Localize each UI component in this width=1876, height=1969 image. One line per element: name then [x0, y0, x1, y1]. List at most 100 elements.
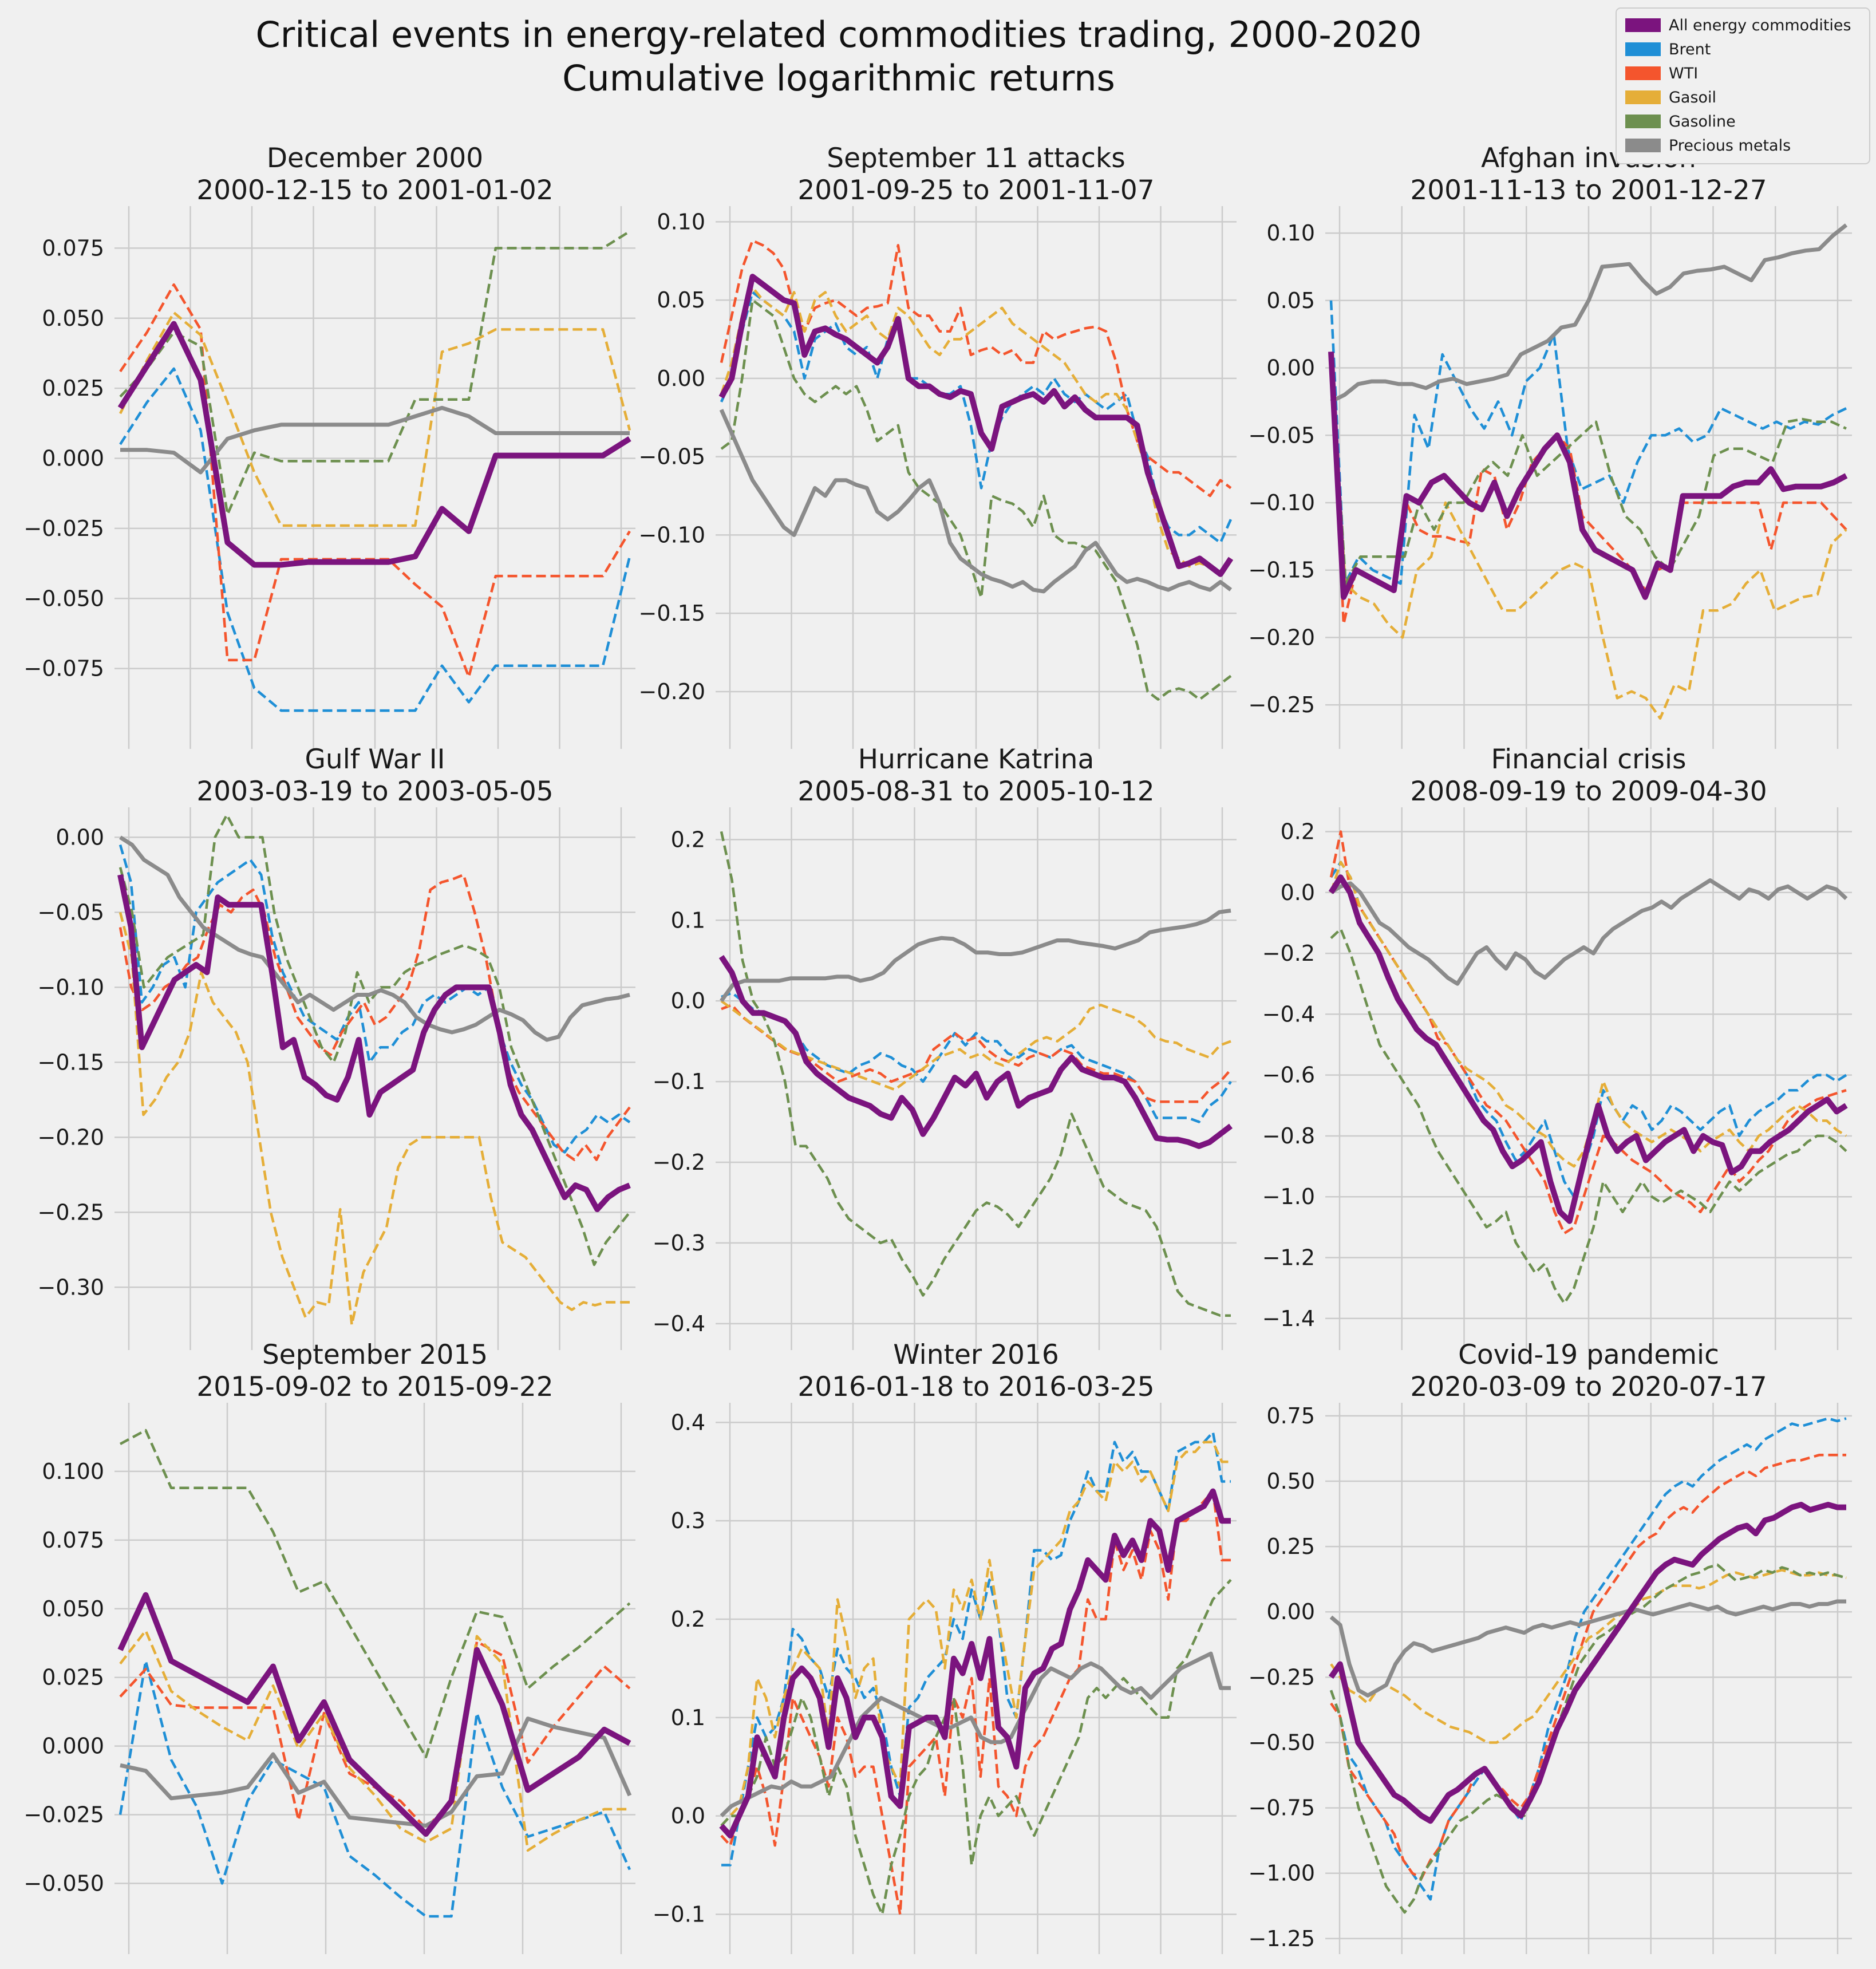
series-line-gasoline	[119, 1429, 631, 1759]
series-line-precious-metals	[720, 1651, 1231, 1818]
series-line-precious-metals	[719, 409, 1233, 594]
y-tick-label: −0.15	[38, 1049, 104, 1075]
y-tick-label: 0.1	[671, 1705, 705, 1730]
y-tick-label: −0.20	[38, 1124, 104, 1150]
series-line-wti	[119, 873, 631, 1161]
series-line-all-energy-commodities	[719, 1488, 1231, 1838]
legend-item-precious-metals: Precious metals	[1625, 137, 1791, 155]
y-tick-label: 0.10	[657, 209, 705, 234]
legend-swatch	[1625, 90, 1661, 104]
panel-period: 2016-01-18 to 2016-03-25	[797, 1371, 1154, 1403]
panel-period: 2001-09-25 to 2001-11-07	[797, 175, 1154, 206]
panel-afghan-invasion: 0.100.050.00−0.05−0.10−0.15−0.20−0.25Afg…	[1249, 143, 1852, 749]
y-tick-label: 0.75	[1266, 1403, 1315, 1429]
y-tick-label: 0.05	[657, 287, 705, 313]
panel-december-2000: 0.075 0.050 0.025 0.000 −0.025 −0.050 −0.075 De…	[23, 143, 635, 749]
panel-period: 2001-11-13 to 2001-12-27	[1410, 175, 1767, 206]
y-tick-label: −0.05	[38, 899, 104, 925]
legend: All energy commodities Brent WTI Gasoil Gaso…	[1616, 7, 1870, 164]
series-line-precious-metals	[120, 405, 630, 475]
series-line-brent	[119, 367, 631, 712]
series-line-gasoil	[119, 1629, 630, 1852]
series-line-wti	[119, 283, 631, 678]
series-line-gasoline	[720, 1579, 1232, 1916]
legend-label: WTI	[1669, 65, 1698, 82]
series-line-brent	[1329, 1417, 1847, 1901]
y-tick-label: 0.2	[1281, 819, 1315, 845]
panel-period: 2005-08-31 to 2005-10-12	[797, 776, 1154, 807]
y-tick-label: 0.0	[671, 988, 705, 1013]
legend-swatch	[1625, 66, 1661, 80]
y-tick-label: 0.0	[1281, 880, 1315, 905]
series-line-all-energy-commodities	[718, 954, 1233, 1149]
series-line-gasoline	[1329, 354, 1847, 585]
series-line-gasoil	[1329, 861, 1847, 1168]
y-tick-label: −0.50	[1249, 1730, 1315, 1755]
panel-september-11-attacks: 0.10 0.05 0.00 −0.05 −0.10 −0.15 −0.20 Septembe…	[639, 143, 1237, 749]
series-line-all-energy-commodities	[718, 274, 1234, 577]
series-line-gasoline	[720, 298, 1232, 701]
y-tick-label: −0.20	[639, 679, 705, 704]
legend-swatch	[1625, 139, 1661, 152]
y-tick-label: 0.025	[42, 376, 104, 401]
panel-financial-crisis: 0.2 0.0 −0.2 −0.4 −0.6 −0.8 −1.0 −1.2 −1.4 Financ…	[1262, 744, 1852, 1350]
series-line-gasoil	[1329, 361, 1847, 720]
series-line-gasoil	[720, 1441, 1231, 1827]
series-line-all-energy-commodities	[117, 874, 631, 1213]
panel-september-2015: 0.100 0.075 0.050 0.025 0.000 −0.025 −0.050 Sep…	[23, 1339, 635, 1954]
y-tick-label: −0.30	[38, 1274, 104, 1300]
series-line-gasoil	[119, 911, 630, 1327]
series-line-wti	[1329, 354, 1847, 626]
series-line-gasoline	[119, 813, 631, 1266]
series-line-all-energy-commodities	[1328, 352, 1848, 600]
y-tick-label: −0.4	[653, 1311, 705, 1336]
chart-subtitle: Cumulative logarithmic returns	[562, 57, 1115, 99]
series-line-gasoline	[720, 831, 1231, 1317]
series-line-brent	[119, 844, 631, 1154]
legend-box	[1616, 7, 1870, 164]
y-tick-label: 0.10	[1266, 220, 1315, 246]
panel-period: 2008-09-19 to 2009-04-30	[1410, 776, 1767, 807]
series-line-gasoline	[1329, 1563, 1847, 1914]
y-tick-label: 0.4	[671, 1410, 705, 1435]
series-line-precious-metals	[1330, 878, 1848, 986]
y-tick-label: −0.8	[1262, 1123, 1315, 1149]
legend-item-brent: Brent	[1625, 41, 1711, 58]
series-line-precious-metals	[120, 1717, 632, 1828]
y-tick-label: −0.20	[1249, 625, 1315, 650]
panel-period: 2000-12-15 to 2001-01-02	[196, 175, 553, 206]
legend-item-gasoil: Gasoil	[1625, 89, 1716, 106]
y-tick-label: 0.2	[671, 1607, 705, 1632]
series-line-all-energy-commodities	[1328, 1502, 1846, 1824]
y-tick-label: −0.10	[38, 974, 104, 1000]
series-line-gasoline	[119, 230, 631, 516]
y-tick-label: 0.3	[671, 1508, 705, 1533]
y-tick-label: 0.100	[42, 1459, 104, 1484]
y-tick-label: −1.2	[1262, 1245, 1315, 1270]
y-tick-label: 0.0	[671, 1804, 705, 1829]
series-line-gasoil	[119, 311, 631, 527]
panel-title: Financial crisis	[1491, 744, 1686, 775]
y-tick-label: 0.2	[671, 827, 705, 852]
y-tick-label: −0.2	[653, 1150, 705, 1175]
y-tick-label: 0.1	[671, 907, 705, 933]
y-tick-label: −0.1	[653, 1069, 705, 1094]
y-tick-label: −0.25	[1249, 692, 1315, 717]
y-tick-label: −1.4	[1262, 1306, 1315, 1331]
series-line-brent	[721, 1431, 1231, 1867]
series-line-all-energy-commodities	[1328, 874, 1848, 1224]
legend-label: Brent	[1669, 41, 1711, 58]
y-tick-label: −1.25	[1249, 1926, 1315, 1951]
panel-title: December 2000	[267, 143, 483, 174]
y-tick-label: −0.025	[23, 516, 104, 541]
legend-item-gasoline: Gasoline	[1625, 113, 1736, 131]
y-tick-label: −0.6	[1262, 1063, 1315, 1088]
y-tick-label: −0.25	[38, 1199, 104, 1225]
legend-label: Gasoline	[1669, 113, 1736, 131]
y-tick-label: −0.15	[639, 601, 705, 626]
panels: 0.075 0.050 0.025 0.000 −0.025 −0.050 −0.075 De…	[23, 143, 1852, 1954]
y-tick-label: −1.0	[1262, 1184, 1315, 1209]
y-tick-label: −0.05	[1249, 423, 1315, 448]
legend-item-all-energy-commodities: All energy commodities	[1625, 17, 1851, 34]
